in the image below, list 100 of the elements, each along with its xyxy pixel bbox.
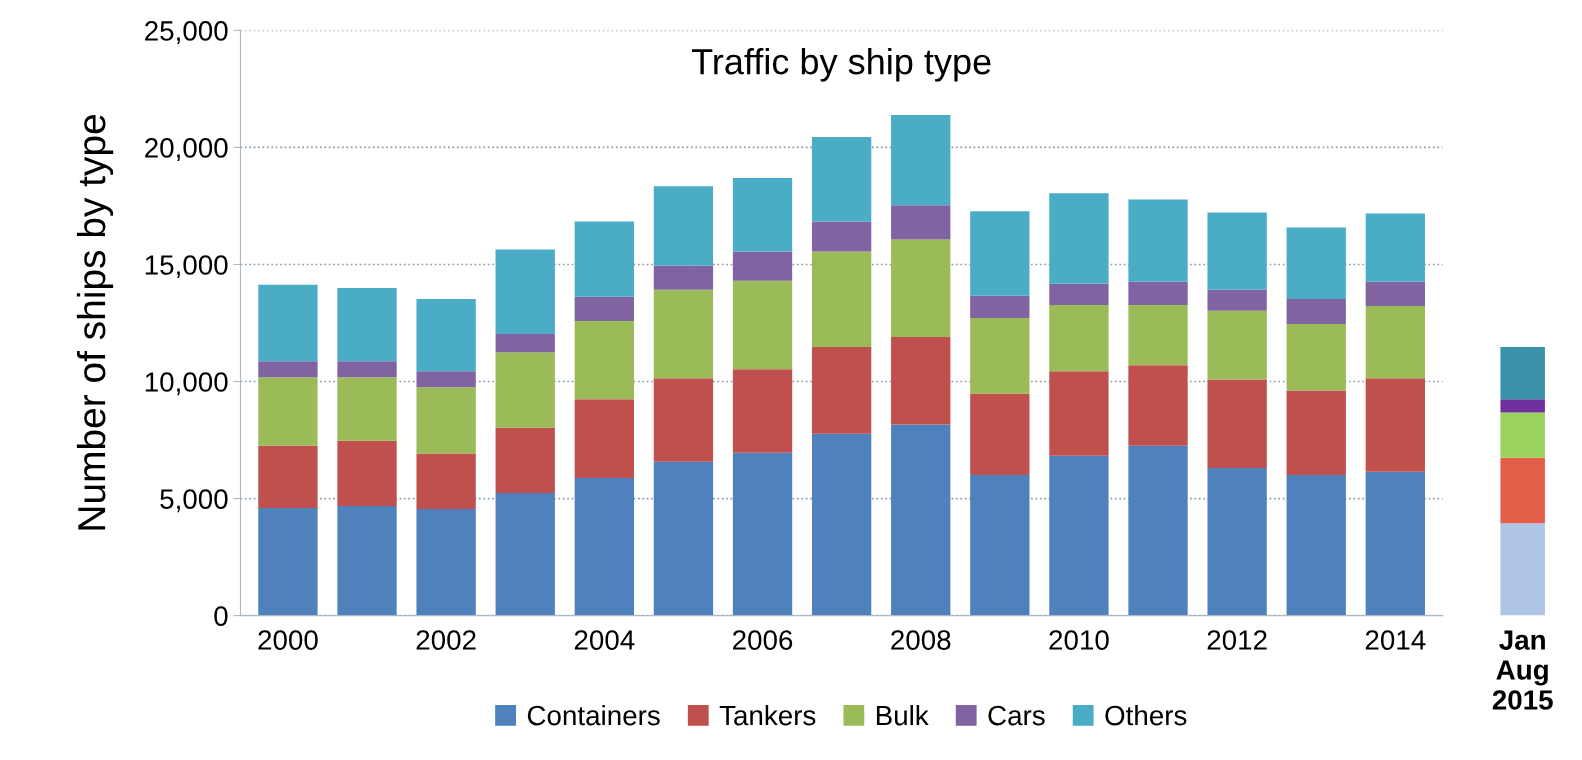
bar: [970, 318, 1030, 394]
bar: [1286, 227, 1346, 299]
bar: [811, 221, 872, 252]
legend-label: Containers: [527, 704, 660, 726]
bar: [811, 136, 872, 222]
bar: [337, 440, 397, 507]
y-tick-label: 5,000: [160, 489, 228, 513]
bar: [1500, 412, 1545, 458]
bar: [732, 251, 793, 281]
bar: [1365, 213, 1425, 282]
bar: [1500, 347, 1545, 400]
x-tick-label: 2006: [733, 630, 793, 650]
bar: [337, 506, 397, 616]
legend-label: Cars: [988, 705, 1045, 726]
bar: [1500, 399, 1545, 413]
bar: [1049, 455, 1109, 616]
bar: [416, 509, 476, 616]
bar: [495, 334, 555, 353]
bar: [891, 114, 951, 206]
bar: [653, 265, 714, 290]
bar: [1128, 365, 1188, 446]
y-tick-label: 20,000: [145, 138, 228, 162]
bar: [811, 347, 872, 434]
bar: [1207, 310, 1267, 380]
bar: [653, 289, 714, 379]
bar: [891, 424, 951, 616]
bar: [1365, 281, 1425, 306]
bar: [1286, 390, 1346, 475]
legend-label: Bulk: [876, 704, 929, 726]
bar: [258, 445, 318, 508]
bar: [970, 474, 1030, 616]
bar: [495, 352, 555, 428]
bar: [1286, 323, 1346, 391]
bar: [495, 427, 555, 493]
bar: [732, 178, 793, 252]
bar: [732, 369, 793, 453]
bar: [653, 378, 714, 462]
bar: [337, 361, 397, 378]
legend-label: Tankers: [719, 704, 816, 726]
bar: [1365, 471, 1425, 616]
bar: [574, 477, 634, 616]
bar: [732, 452, 793, 616]
x-tick-label: Jan Aug 2015: [1492, 630, 1553, 710]
bar: [653, 461, 714, 616]
bar: [337, 287, 397, 362]
bar: [891, 205, 951, 240]
bar: [495, 249, 555, 334]
bar: [1365, 378, 1425, 472]
bar: [1500, 457, 1545, 524]
bar: [1207, 289, 1267, 311]
bar: [574, 296, 634, 321]
bar: [495, 492, 555, 616]
x-tick-label: 2004: [574, 630, 635, 650]
bar: [1049, 193, 1109, 284]
x-tick-label: 2008: [891, 630, 951, 650]
bar: [416, 298, 476, 372]
x-tick-label: 2014: [1365, 630, 1426, 650]
y-tick-label: 10,000: [145, 372, 228, 396]
bar: [970, 295, 1030, 319]
bar: [574, 399, 634, 478]
bar: [1286, 298, 1346, 324]
y-tick-label: 15,000: [145, 255, 228, 279]
bar: [1049, 304, 1109, 372]
bar: [258, 377, 318, 446]
bar: [1365, 305, 1425, 379]
bar: [811, 251, 872, 348]
bar: [970, 211, 1030, 296]
x-tick-label: 2012: [1207, 630, 1267, 650]
bar: [1207, 379, 1267, 468]
bar: [1128, 281, 1188, 305]
bar: [416, 453, 476, 510]
bar: [811, 433, 872, 616]
bar: [1049, 283, 1109, 305]
bar: [1128, 445, 1188, 616]
bar: [1500, 523, 1545, 616]
x-tick-label: 2010: [1049, 630, 1109, 650]
bar: [258, 361, 318, 378]
bar: [1207, 212, 1267, 290]
bar: [891, 239, 951, 338]
bar: [970, 393, 1030, 475]
bar: [1207, 467, 1267, 616]
bar: [891, 337, 951, 425]
y-tick-label: 25,000: [145, 21, 228, 45]
bar: [653, 186, 714, 266]
x-tick-label: 2000: [258, 630, 318, 650]
bar: [258, 284, 318, 362]
bar: [1128, 304, 1188, 366]
bar: [1128, 199, 1188, 282]
bar: [337, 377, 397, 441]
bar: [574, 320, 634, 400]
chart-title: Traffic by ship type: [691, 47, 991, 82]
legend-label: Others: [1105, 704, 1187, 726]
bar: [1286, 474, 1346, 616]
bar: [258, 507, 318, 616]
bar: [732, 280, 793, 370]
x-tick-label: 2002: [416, 630, 476, 650]
y-tick-label: 0: [214, 606, 228, 626]
bar: [1049, 371, 1109, 456]
bar: [416, 371, 476, 388]
bar: [416, 387, 476, 454]
